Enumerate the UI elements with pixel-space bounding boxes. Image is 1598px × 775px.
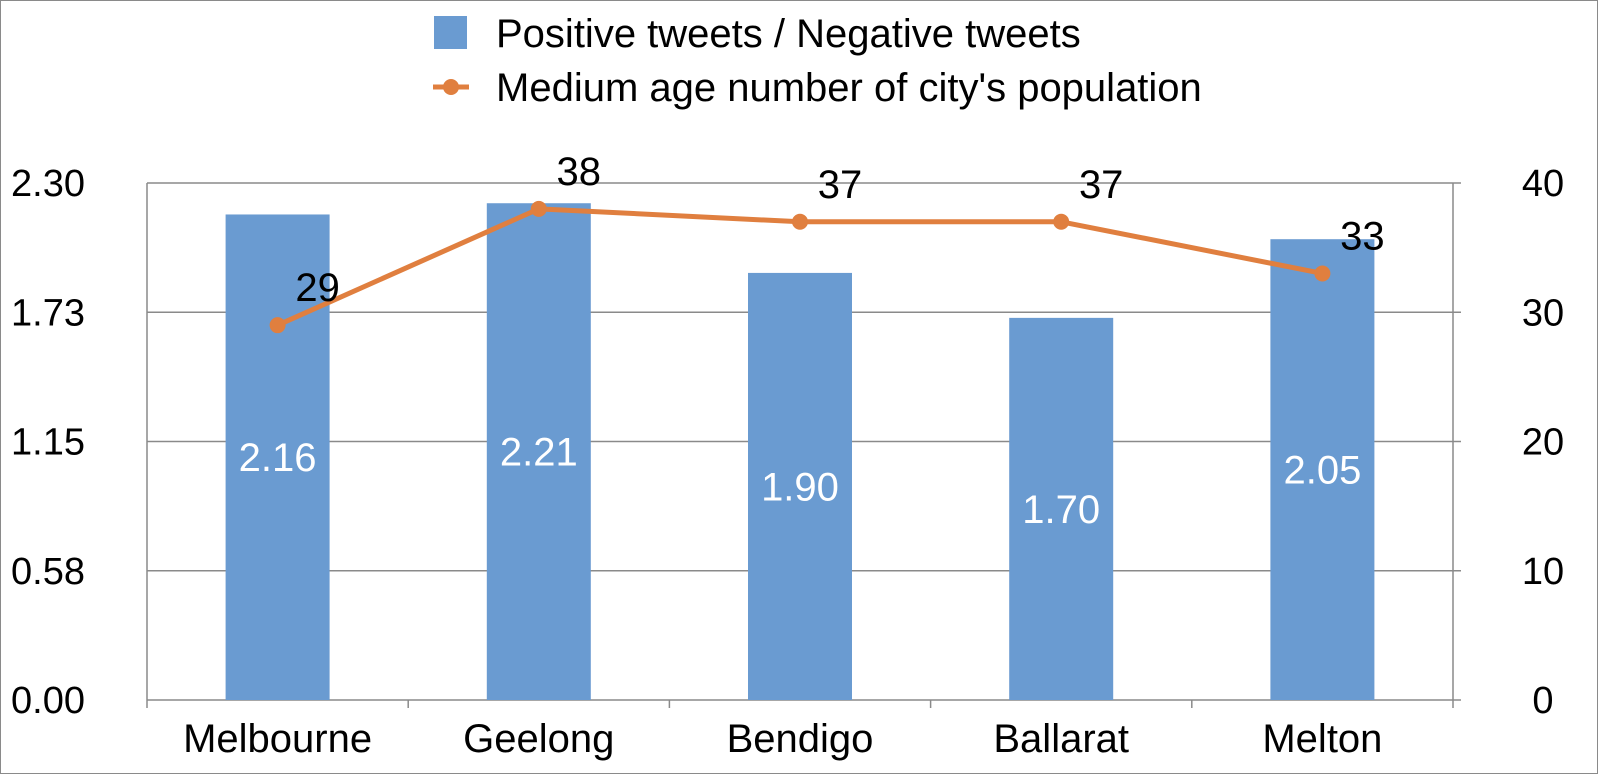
legend-line-marker <box>443 79 459 95</box>
legend-bar-swatch <box>434 16 467 49</box>
x-category-label: Ballarat <box>993 717 1129 761</box>
y-left-tick-label: 0.00 <box>11 680 85 722</box>
bar-value-label: 2.21 <box>500 431 578 475</box>
y-right-tick-label: 0 <box>1532 680 1553 722</box>
line-point <box>1053 213 1070 230</box>
line-value-label: 37 <box>818 163 863 207</box>
bar <box>1270 239 1375 700</box>
line-point <box>269 317 286 334</box>
y-left-tick-label: 0.58 <box>11 551 85 593</box>
bar-series <box>225 203 1375 701</box>
bar-value-label: 2.16 <box>239 436 317 480</box>
y-right-tick-label: 10 <box>1522 551 1564 593</box>
bar-value-label: 1.70 <box>1022 488 1100 532</box>
x-category-label: Melton <box>1262 717 1382 761</box>
legend-bar-label: Positive tweets / Negative tweets <box>496 12 1081 56</box>
line-point <box>1314 265 1331 282</box>
axes: 0.00 0.58 1.15 1.73 2.30 0 10 20 30 40 Melbourne Ge… <box>11 163 1564 761</box>
x-category-label: Melbourne <box>183 717 372 761</box>
line-series <box>269 200 1331 334</box>
x-category-label: Geelong <box>463 717 614 761</box>
y-right-tick-label: 40 <box>1522 163 1564 205</box>
line-value-label: 33 <box>1340 214 1385 258</box>
data-labels: 2.16 2.21 1.90 1.70 2.05 29 38 37 37 33 <box>239 150 1385 532</box>
line-value-label: 29 <box>295 266 340 310</box>
legend: Positive tweets / Negative tweets Medium… <box>433 12 1202 110</box>
bar <box>486 203 591 700</box>
y-left-tick-label: 2.30 <box>11 163 85 205</box>
line-point <box>792 213 808 230</box>
line-value-label: 38 <box>557 150 602 194</box>
x-category-label: Bendigo <box>727 717 874 761</box>
legend-line-label: Medium age number of city's population <box>496 66 1202 110</box>
bar <box>748 272 852 700</box>
y-left-tick-label: 1.15 <box>11 422 85 464</box>
y-right-tick-label: 20 <box>1522 422 1564 464</box>
line-value-label: 37 <box>1079 163 1124 207</box>
line-point <box>530 200 547 217</box>
bar-value-label: 1.90 <box>761 465 839 509</box>
y-left-tick-label: 1.73 <box>11 292 85 334</box>
bar <box>225 214 330 701</box>
bar-value-label: 2.05 <box>1283 449 1361 493</box>
y-right-tick-label: 30 <box>1522 292 1564 334</box>
bar <box>1009 317 1114 700</box>
